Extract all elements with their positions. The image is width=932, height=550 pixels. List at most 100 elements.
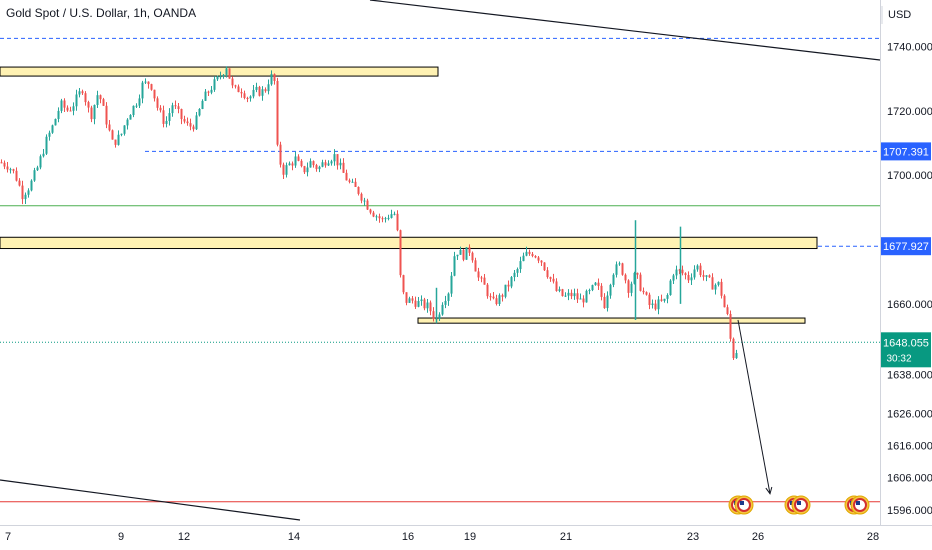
y-tick-label: 1616.000 bbox=[887, 440, 932, 452]
candle-body bbox=[270, 74, 273, 85]
trend-line-upper[interactable] bbox=[369, 0, 881, 61]
candle-body bbox=[15, 170, 18, 181]
candle-body bbox=[687, 275, 690, 281]
zone-rectangle[interactable] bbox=[0, 236, 818, 250]
candle-body bbox=[672, 275, 675, 281]
candle-body bbox=[282, 164, 285, 175]
candle-body bbox=[144, 81, 147, 83]
candle-body bbox=[723, 295, 726, 308]
candle-body bbox=[675, 269, 678, 276]
candle-body bbox=[474, 260, 477, 272]
candle-body bbox=[312, 161, 315, 166]
candle-body bbox=[597, 282, 600, 286]
candle-body bbox=[549, 277, 552, 279]
x-tick-label: 16 bbox=[402, 531, 414, 543]
candle-body bbox=[195, 115, 198, 130]
candle-body bbox=[231, 78, 234, 86]
candle-body bbox=[447, 293, 450, 301]
candle-body bbox=[315, 165, 318, 170]
candle-body bbox=[318, 166, 321, 170]
candle-body bbox=[309, 161, 312, 168]
candle-body bbox=[408, 298, 411, 303]
symbol-title[interactable]: Gold Spot / U.S. Dollar, 1h, OANDA bbox=[6, 6, 197, 20]
candle-body bbox=[546, 270, 549, 278]
trend-line-lower[interactable] bbox=[0, 479, 301, 521]
zone-rectangle[interactable] bbox=[417, 317, 806, 324]
economic-event-flag-icon[interactable] bbox=[791, 495, 811, 515]
candle-body bbox=[576, 293, 579, 300]
x-tick-label: 26 bbox=[752, 531, 764, 543]
price-axis[interactable] bbox=[880, 0, 932, 550]
candle-body bbox=[495, 298, 498, 304]
candle-body bbox=[105, 105, 108, 125]
candle-body bbox=[630, 283, 633, 293]
candle-body bbox=[714, 284, 717, 290]
candle-body bbox=[357, 186, 360, 194]
candle-body bbox=[162, 110, 165, 124]
candle-body bbox=[174, 105, 177, 107]
candle-body bbox=[333, 154, 336, 162]
y-tick-label: 1720.000 bbox=[887, 106, 932, 118]
candle-body bbox=[609, 284, 612, 296]
candle-body bbox=[504, 284, 507, 297]
candle-body bbox=[84, 93, 87, 103]
candle-body bbox=[657, 299, 660, 310]
current-price-box[interactable] bbox=[881, 332, 931, 368]
candle-body bbox=[249, 96, 252, 99]
candle-body bbox=[303, 166, 306, 173]
candle-body bbox=[525, 251, 528, 256]
candle-body bbox=[441, 304, 444, 315]
candle-body bbox=[450, 275, 453, 294]
candle-body bbox=[66, 107, 69, 111]
zone-rectangle[interactable] bbox=[0, 66, 439, 77]
candle-body bbox=[213, 79, 216, 90]
y-tick-label: 1700.000 bbox=[887, 170, 932, 182]
candle-body bbox=[111, 130, 114, 140]
candle-body bbox=[279, 144, 282, 165]
candle-body bbox=[696, 265, 699, 270]
candle-body bbox=[342, 162, 345, 173]
economic-event-flag-icon[interactable] bbox=[850, 495, 870, 515]
candle-body bbox=[219, 76, 222, 78]
candle-body bbox=[666, 295, 669, 299]
candle-body bbox=[522, 255, 525, 262]
economic-event-flag-icon[interactable] bbox=[734, 495, 754, 515]
candle-body bbox=[159, 107, 162, 111]
candle-body bbox=[261, 89, 264, 96]
candle-body bbox=[594, 282, 597, 286]
candle-body bbox=[267, 84, 270, 92]
candle-body bbox=[486, 284, 489, 297]
candle-body bbox=[705, 275, 708, 277]
candle-body bbox=[63, 100, 66, 108]
candle-body bbox=[57, 110, 60, 119]
candle-body bbox=[48, 132, 51, 137]
candle-body bbox=[690, 277, 693, 281]
candle-body bbox=[453, 256, 456, 276]
candle-body bbox=[3, 162, 6, 167]
candle-body bbox=[354, 181, 357, 187]
candle-body bbox=[216, 76, 219, 80]
candle-body bbox=[393, 213, 396, 215]
candle-body bbox=[183, 119, 186, 122]
candle-body bbox=[444, 300, 447, 305]
candle-body bbox=[648, 294, 651, 305]
y-tick-label: 1740.000 bbox=[887, 41, 932, 53]
candle-body bbox=[192, 126, 195, 130]
candle-body bbox=[288, 163, 291, 166]
x-tick-label: 7 bbox=[5, 531, 11, 543]
candle-body bbox=[483, 277, 486, 285]
candle-body bbox=[6, 166, 9, 170]
candle-body bbox=[240, 92, 243, 94]
candle-body bbox=[69, 110, 72, 112]
x-tick-label: 19 bbox=[464, 531, 476, 543]
candle-body bbox=[663, 298, 666, 301]
candle-body bbox=[126, 119, 129, 126]
price-label-text: 1677.927 bbox=[883, 241, 929, 253]
candle-body bbox=[237, 86, 240, 93]
price-label-box[interactable] bbox=[881, 237, 931, 256]
price-label-box[interactable] bbox=[881, 142, 931, 161]
candle-body bbox=[210, 89, 213, 93]
projection-arrow[interactable] bbox=[737, 319, 771, 494]
candle-body bbox=[108, 124, 111, 131]
